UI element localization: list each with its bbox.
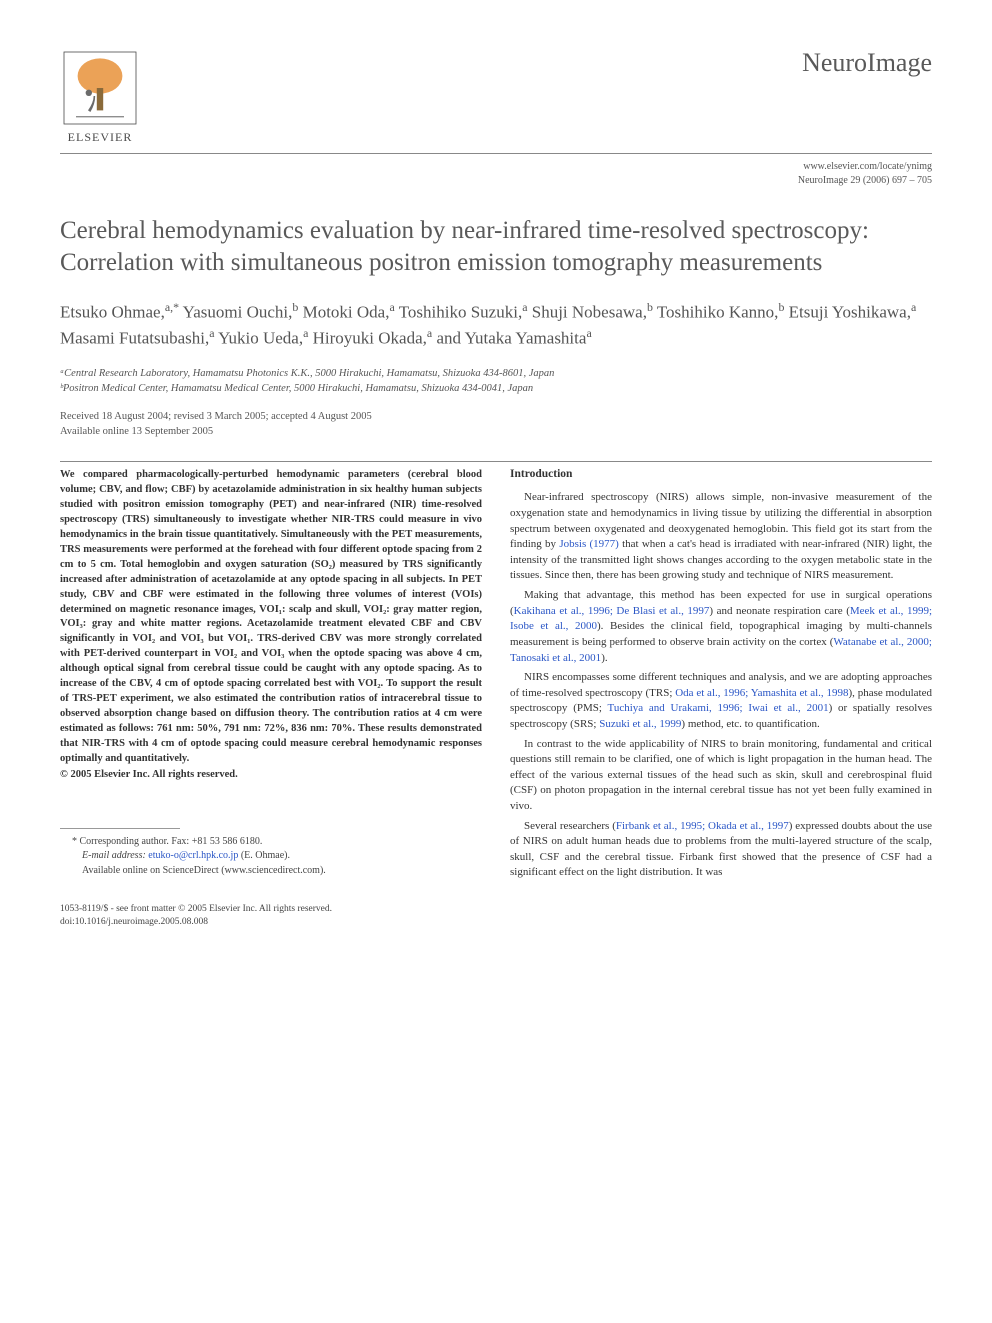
available-online: Available online 13 September 2005 [60, 425, 932, 440]
ref-kakihana-deblasi[interactable]: Kakihana et al., 1996; De Blasi et al., … [514, 605, 710, 617]
article-title: Cerebral hemodynamics evaluation by near… [60, 215, 932, 279]
doi-line: doi:10.1016/j.neuroimage.2005.08.008 [60, 916, 932, 929]
corresponding-email-suffix: (E. Ohmae). [241, 850, 290, 861]
received-revised-accepted: Received 18 August 2004; revised 3 March… [60, 410, 932, 425]
p2d: ). [601, 652, 607, 664]
introduction-heading: Introduction [510, 468, 932, 480]
abstract-copyright: © 2005 Elsevier Inc. All rights reserved… [60, 769, 482, 780]
author-list: Etsuko Ohmae,a,* Yasuomi Ouchi,b Motoki … [60, 299, 932, 352]
abstract-text: We compared pharmacologically-perturbed … [60, 468, 482, 766]
corresponding-fax: * Corresponding author. Fax: +81 53 586 … [72, 835, 482, 850]
header-row: ELSEVIER NeuroImage [60, 48, 932, 145]
p2b: ) and neonate respiration care ( [709, 605, 849, 617]
corresponding-email-line: E-mail address: etuko-o@crl.hpk.co.jp (E… [72, 849, 482, 864]
ref-suzuki-1999[interactable]: Suzuki et al., 1999 [599, 718, 681, 730]
issn-line: 1053-8119/$ - see front matter © 2005 El… [60, 903, 932, 916]
intro-para-3: NIRS encompasses some different techniqu… [510, 670, 932, 732]
article-dates: Received 18 August 2004; revised 3 March… [60, 410, 932, 439]
ref-jobsis-1977[interactable]: Jobsis (1977) [559, 538, 619, 550]
intro-para-1: Near-infrared spectroscopy (NIRS) allows… [510, 490, 932, 584]
journal-block: NeuroImage [802, 48, 932, 78]
journal-citation: NeuroImage 29 (2006) 697 – 705 [60, 174, 932, 188]
left-column: We compared pharmacologically-perturbed … [60, 468, 482, 885]
corresponding-author-block: * Corresponding author. Fax: +81 53 586 … [60, 835, 482, 879]
elsevier-tree-icon [60, 48, 140, 128]
journal-url: www.elsevier.com/locate/ynimg [60, 160, 932, 174]
two-column-body: We compared pharmacologically-perturbed … [60, 468, 932, 885]
affiliation-b: ᵇPositron Medical Center, Hamamatsu Medi… [60, 381, 932, 396]
ref-tuchiya-iwai[interactable]: Tuchiya and Urakami, 1996; Iwai et al., … [608, 702, 829, 714]
sciencedirect-note: Available online on ScienceDirect (www.s… [72, 864, 482, 879]
publisher-name: ELSEVIER [68, 130, 133, 145]
corresponding-email[interactable]: etuko-o@crl.hpk.co.jp [148, 850, 238, 861]
ref-firbank-okada[interactable]: Firbank et al., 1995; Okada et al., 1997 [616, 820, 789, 832]
affiliations: ᵃCentral Research Laboratory, Hamamatsu … [60, 366, 932, 396]
intro-para-2: Making that advantage, this method has b… [510, 588, 932, 666]
email-label: E-mail address: [82, 850, 146, 861]
right-column: Introduction Near-infrared spectroscopy … [510, 468, 932, 885]
journal-meta: www.elsevier.com/locate/ynimg NeuroImage… [60, 160, 932, 187]
intro-para-4: In contrast to the wide applicability of… [510, 737, 932, 815]
publisher-logo-block: ELSEVIER [60, 48, 140, 145]
p3d: ) method, etc. to quantification. [681, 718, 819, 730]
page-root: ELSEVIER NeuroImage www.elsevier.com/loc… [0, 0, 992, 970]
sciencedirect-text: Available online on ScienceDirect (www.s… [82, 865, 326, 876]
corresponding-separator [60, 828, 180, 829]
header-rule [60, 153, 932, 154]
intro-para-5: Several researchers (Firbank et al., 199… [510, 819, 932, 881]
footer-block: 1053-8119/$ - see front matter © 2005 El… [60, 903, 932, 930]
affiliation-a: ᵃCentral Research Laboratory, Hamamatsu … [60, 366, 932, 381]
ref-oda-yamashita[interactable]: Oda et al., 1996; Yamashita et al., 1998 [675, 687, 848, 699]
p5a: Several researchers ( [524, 820, 616, 832]
pre-body-rule [60, 461, 932, 462]
journal-name: NeuroImage [802, 48, 932, 78]
